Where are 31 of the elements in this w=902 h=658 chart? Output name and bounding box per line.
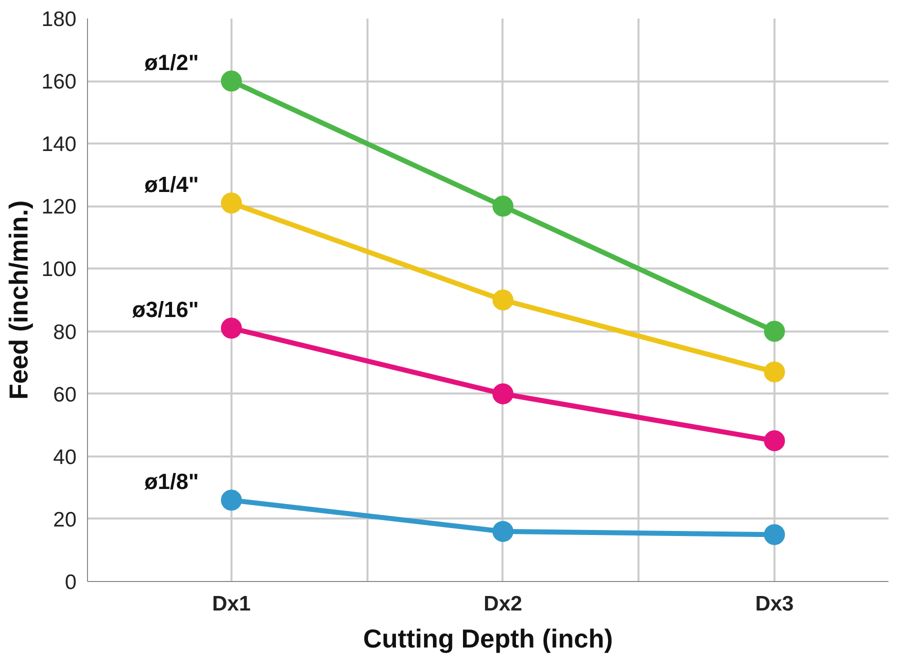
point <box>220 318 242 339</box>
y-tick-label: 120 <box>41 196 77 219</box>
point <box>764 430 785 452</box>
y-tick-label: 180 <box>41 8 77 31</box>
y-tick-label: 60 <box>53 383 76 406</box>
point <box>492 383 514 404</box>
x-tick-label: Dx1 <box>212 592 251 616</box>
y-tick-label: 40 <box>53 446 76 469</box>
x-tick-label: Dx3 <box>755 592 794 616</box>
series-label: ø3/16" <box>132 297 199 322</box>
point <box>220 192 242 214</box>
y-axis-title: Feed (inch/min.) <box>3 200 34 400</box>
x-axis-title: Cutting Depth (inch) <box>363 624 613 654</box>
point <box>764 524 785 546</box>
point <box>220 70 242 92</box>
point <box>764 361 785 382</box>
y-tick-label: 160 <box>41 70 77 94</box>
x-tick-label: Dx2 <box>484 592 522 616</box>
y-tick-label: 80 <box>53 320 76 344</box>
y-tick-label: 0 <box>64 571 77 594</box>
point <box>764 320 785 342</box>
point <box>492 520 514 542</box>
series-label: ø1/2" <box>144 50 199 76</box>
series-label: ø1/8" <box>144 469 199 494</box>
series-label: ø1/4" <box>144 172 199 198</box>
point <box>492 196 514 217</box>
y-tick-label: 20 <box>53 508 76 532</box>
point <box>220 490 242 511</box>
point <box>492 290 514 310</box>
y-tick-label: 140 <box>41 133 77 156</box>
y-tick-label: 100 <box>41 258 77 282</box>
